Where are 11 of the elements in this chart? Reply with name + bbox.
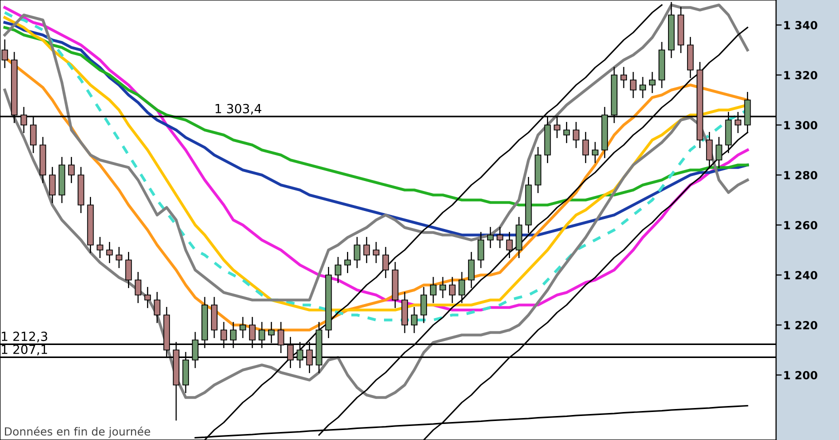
y-tick-label: 1 320 bbox=[784, 70, 818, 80]
y-tick-label: 1 280 bbox=[784, 170, 818, 180]
y-tick-label: 1 240 bbox=[784, 270, 818, 280]
ref-line-label: 1 303,4 bbox=[216, 104, 262, 115]
y-tick-label: 1 340 bbox=[784, 20, 818, 30]
y-tick-label: 1 300 bbox=[784, 120, 818, 130]
y-tick-label: 1 260 bbox=[784, 220, 818, 230]
ref-line-label: 1 212,3 bbox=[2, 332, 48, 342]
y-tick-label: 1 200 bbox=[784, 370, 818, 380]
y-tick-label: 1 220 bbox=[784, 320, 818, 330]
annotation: Données en fin de journée bbox=[4, 426, 150, 438]
